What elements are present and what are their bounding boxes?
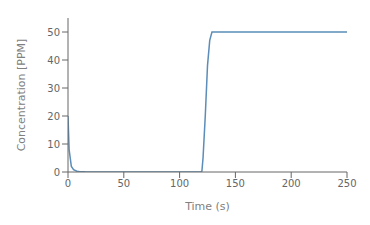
svg-text:Concentration [PPM]: Concentration [PPM] bbox=[15, 39, 28, 152]
svg-text:40: 40 bbox=[47, 55, 60, 66]
svg-text:20: 20 bbox=[47, 111, 60, 122]
svg-text:150: 150 bbox=[226, 178, 245, 189]
svg-text:200: 200 bbox=[282, 178, 301, 189]
svg-text:250: 250 bbox=[337, 178, 356, 189]
svg-text:30: 30 bbox=[47, 83, 60, 94]
svg-text:50: 50 bbox=[117, 178, 130, 189]
svg-text:10: 10 bbox=[47, 139, 60, 150]
svg-text:50: 50 bbox=[47, 27, 60, 38]
svg-text:0: 0 bbox=[54, 167, 60, 178]
svg-text:Time (s): Time (s) bbox=[184, 200, 230, 213]
svg-text:100: 100 bbox=[170, 178, 189, 189]
svg-text:0: 0 bbox=[65, 178, 71, 189]
